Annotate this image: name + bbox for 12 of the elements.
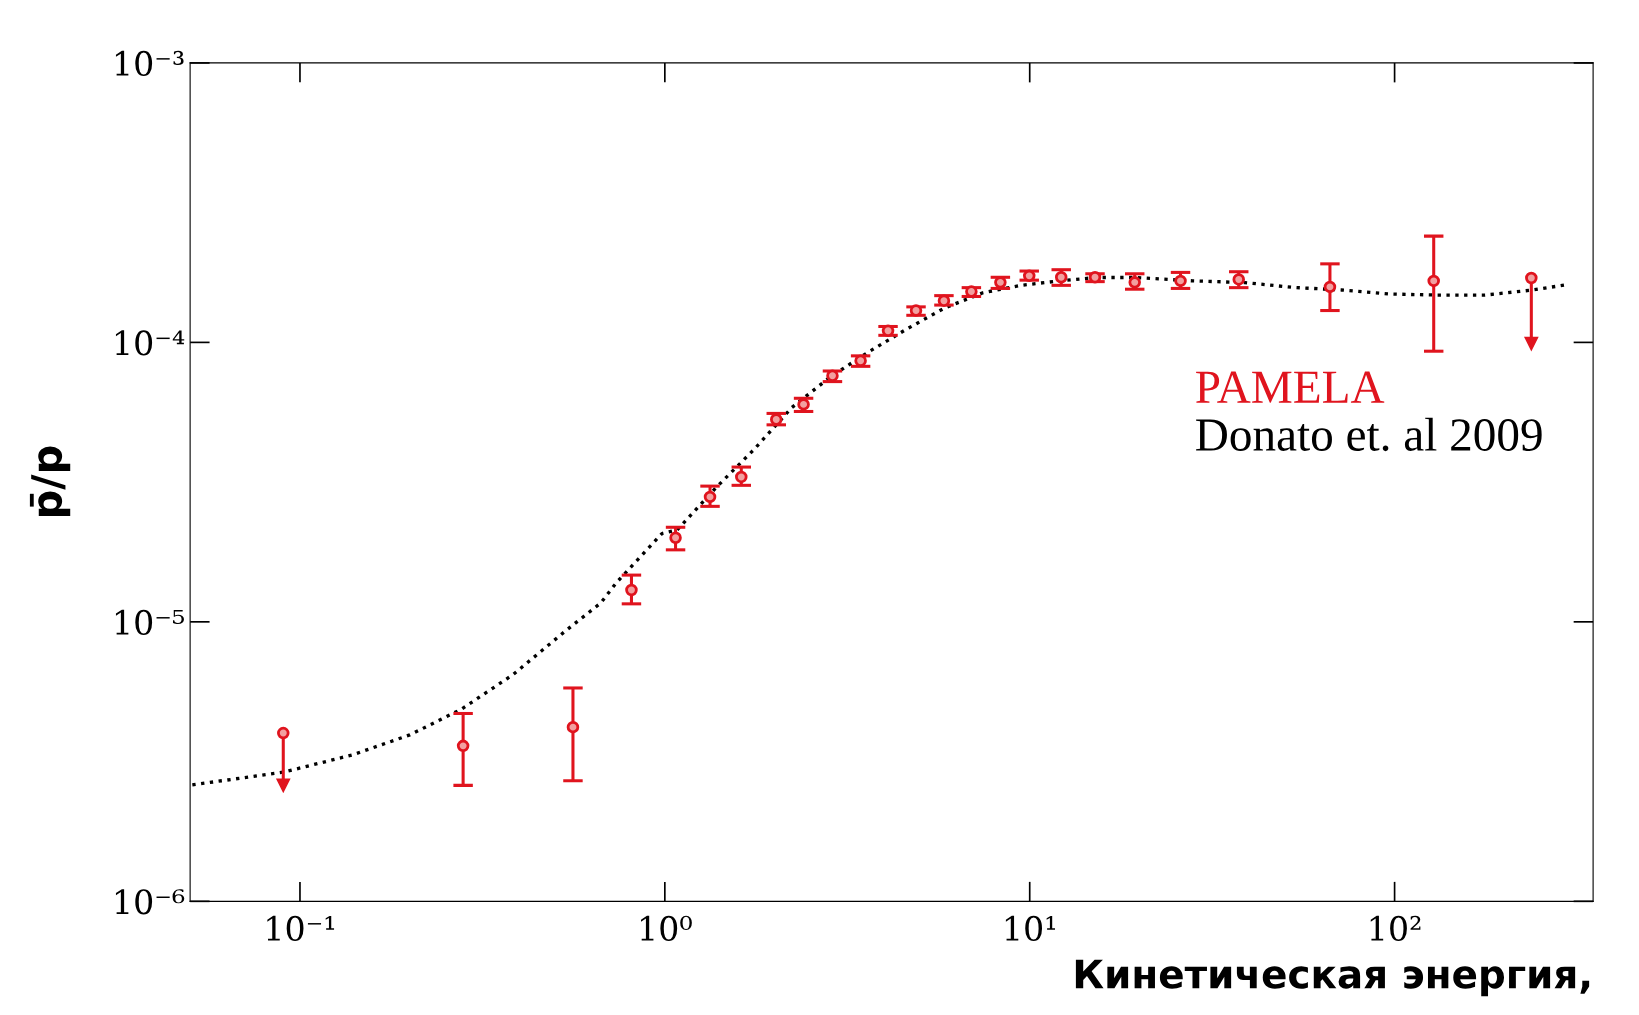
y-axis-title: p̄/p (29, 446, 71, 517)
y-tick-label: 10⁻⁵ (115, 609, 184, 635)
text: Donato et. al 2009 (1196, 417, 1542, 452)
y-tick-label: 10⁻³ (115, 50, 184, 77)
x-tick-label: 10² (1370, 915, 1421, 942)
series-label: PAMELA (1196, 371, 1385, 403)
x-axis-title: Кинетическая энергия, (1075, 959, 1590, 997)
y-tick-label: 10⁻⁶ (115, 889, 185, 915)
x-tick-label: 10⁻¹ (267, 915, 335, 942)
y-tick-label: 10⁻⁴ (115, 330, 185, 356)
x-tick-label: 10¹ (1005, 915, 1056, 942)
x-tick-label: 10⁰ (641, 915, 692, 942)
